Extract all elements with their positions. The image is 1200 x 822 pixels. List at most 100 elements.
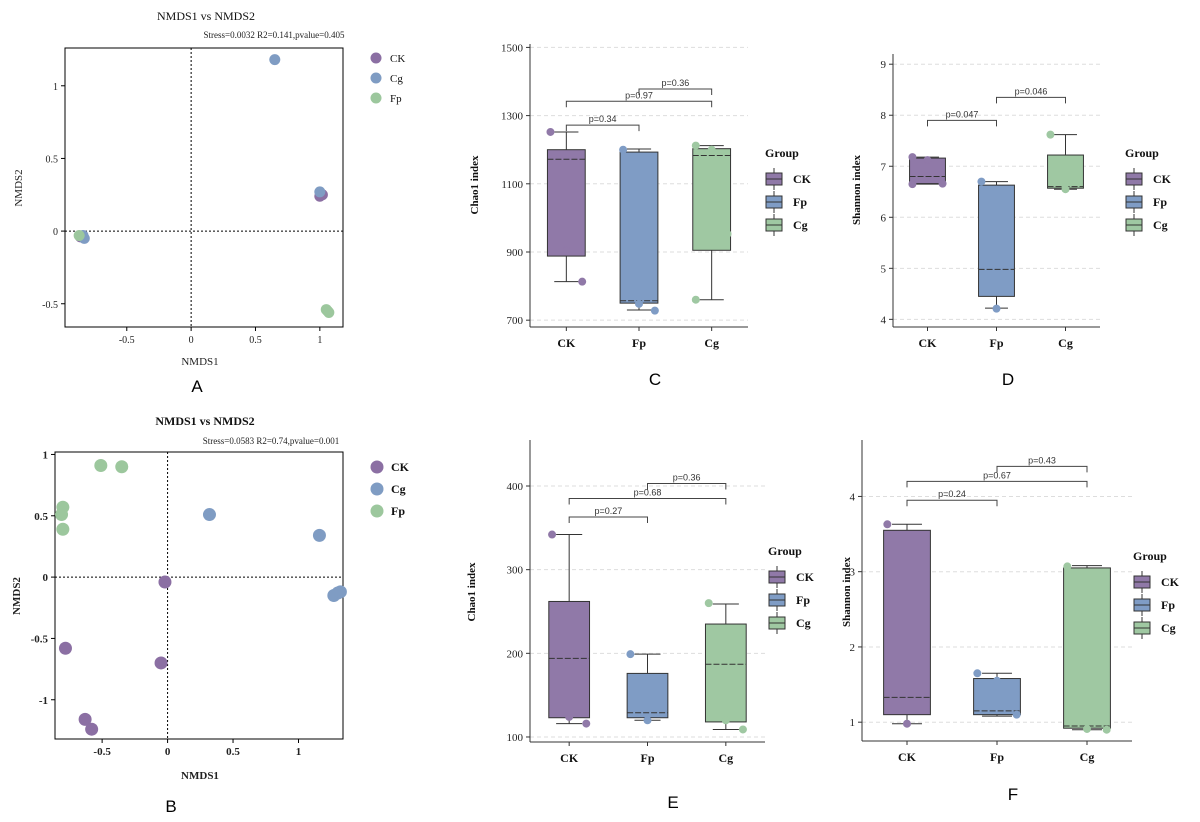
p-value-label-f: p=0.67 bbox=[983, 470, 1011, 480]
x-tick-label-ck-c: CK bbox=[557, 336, 576, 350]
legend-label-cg-c: Cg bbox=[793, 218, 808, 232]
data-point bbox=[992, 304, 1001, 313]
data-point bbox=[903, 719, 911, 728]
y-tick-label-a: 0 bbox=[53, 227, 58, 238]
x-axis-label-b: NMDS1 bbox=[181, 770, 219, 782]
y-tick-label-a: 0.5 bbox=[46, 154, 59, 165]
p-value-label-e: p=0.27 bbox=[594, 506, 622, 516]
p-value-label-f: p=0.43 bbox=[1028, 455, 1056, 465]
significance-bracket-e bbox=[647, 483, 727, 490]
data-point bbox=[908, 153, 917, 162]
y-tick-label-c: 1300 bbox=[501, 111, 524, 123]
legend-marker-ck-b bbox=[370, 460, 384, 474]
y-axis-label-a: NMDS2 bbox=[13, 169, 25, 206]
data-point bbox=[643, 716, 652, 725]
box-body bbox=[1063, 567, 1111, 729]
x-tick-label-b: -0.5 bbox=[93, 746, 111, 758]
point-ck-b bbox=[158, 575, 172, 589]
x-tick-label-a: 0.5 bbox=[249, 335, 262, 346]
p-value-label-e: p=0.68 bbox=[634, 488, 662, 498]
data-point bbox=[973, 669, 982, 678]
y-tick-label-c: 900 bbox=[507, 247, 524, 259]
box-ck-d bbox=[908, 153, 947, 189]
data-point bbox=[635, 299, 643, 308]
y-tick-label-b: 0 bbox=[43, 572, 49, 584]
box-fp-c bbox=[619, 145, 659, 315]
data-point bbox=[1046, 130, 1055, 139]
point-fp-a bbox=[323, 306, 335, 318]
chart-title-a: NMDS1 vs NMDS2 bbox=[157, 9, 255, 23]
data-point bbox=[1012, 710, 1021, 719]
x-tick-label-fp-c: Fp bbox=[632, 336, 646, 350]
p-value-label-f: p=0.24 bbox=[938, 489, 966, 499]
x-tick-label-fp-f: Fp bbox=[990, 750, 1004, 764]
data-point bbox=[582, 719, 591, 728]
plot-frame-b bbox=[54, 451, 344, 740]
y-tick-label-d: 7 bbox=[881, 161, 887, 173]
x-tick-label-b: 1 bbox=[296, 746, 302, 758]
data-point bbox=[565, 712, 574, 721]
p-value-label-d: p=0.046 bbox=[1015, 86, 1048, 96]
y-axis-label-f: Shannon index bbox=[841, 556, 853, 627]
legend-label-fp-d: Fp bbox=[1153, 195, 1167, 209]
significance-bracket-d bbox=[927, 119, 997, 127]
legend-label-fp-a: Fp bbox=[390, 93, 402, 105]
y-tick-label-a: 1 bbox=[53, 82, 58, 93]
data-point bbox=[707, 145, 716, 154]
y-tick-label-b: -0.5 bbox=[31, 633, 49, 645]
panel-label-d: D bbox=[1002, 370, 1014, 389]
panel-label-e: E bbox=[667, 793, 678, 812]
box-ck-f bbox=[883, 520, 931, 728]
legend-marker-fp-b bbox=[370, 504, 384, 518]
y-axis-label-b: NMDS2 bbox=[11, 577, 23, 615]
data-point bbox=[977, 177, 986, 186]
point-fp-a bbox=[73, 229, 85, 241]
x-tick-label-cg-d: Cg bbox=[1058, 336, 1073, 350]
legend-label-cg-b: Cg bbox=[391, 482, 406, 496]
legend-label-ck-a: CK bbox=[390, 53, 405, 65]
box-body bbox=[1047, 154, 1084, 189]
x-tick-label-fp-e: Fp bbox=[640, 751, 654, 765]
data-point bbox=[546, 127, 555, 136]
x-tick-label-ck-d: CK bbox=[919, 336, 938, 350]
legend-label-fp-c: Fp bbox=[793, 195, 807, 209]
legend-marker-cg-b bbox=[370, 482, 384, 496]
legend-label-fp-e: Fp bbox=[796, 593, 810, 607]
y-tick-label-e: 300 bbox=[507, 565, 524, 577]
significance-bracket-c bbox=[638, 88, 713, 96]
data-point bbox=[723, 229, 732, 238]
p-value-label-e: p=0.36 bbox=[673, 473, 701, 483]
legend-label-ck-c: CK bbox=[793, 172, 812, 186]
point-ck-b bbox=[85, 722, 99, 736]
data-point bbox=[704, 599, 713, 608]
box-cg-c bbox=[691, 141, 732, 304]
x-tick-label-cg-c: Cg bbox=[704, 336, 719, 350]
box-body bbox=[978, 184, 1015, 297]
y-tick-label-d: 4 bbox=[881, 314, 887, 326]
data-point bbox=[883, 520, 892, 529]
panel-label-b: B bbox=[165, 797, 176, 816]
point-cg-b bbox=[333, 585, 347, 599]
legend-label-fp-b: Fp bbox=[391, 504, 405, 518]
y-tick-label-c: 1500 bbox=[501, 42, 524, 54]
x-tick-label-ck-f: CK bbox=[898, 750, 917, 764]
y-tick-label-b: 0.5 bbox=[34, 511, 48, 523]
data-point bbox=[938, 179, 947, 188]
legend-title-c: Group bbox=[765, 146, 799, 160]
x-tick-label-fp-d: Fp bbox=[989, 336, 1003, 350]
legend-label-cg-f: Cg bbox=[1161, 621, 1176, 635]
data-point bbox=[1061, 185, 1070, 194]
x-tick-label-b: 0 bbox=[165, 746, 171, 758]
panel-label-f: F bbox=[1008, 785, 1018, 804]
data-point bbox=[1063, 562, 1072, 571]
legend-marker-cg-a bbox=[370, 72, 382, 84]
x-tick-label-ck-e: CK bbox=[560, 751, 579, 765]
y-tick-label-d: 9 bbox=[881, 59, 887, 71]
data-point bbox=[578, 277, 587, 286]
chart-subtitle-b: Stress=0.0583 R2=0.74,pvalue=0.001 bbox=[203, 436, 339, 446]
box-cg-d bbox=[1046, 130, 1084, 194]
y-tick-label-c: 1100 bbox=[501, 179, 523, 191]
legend-label-ck-e: CK bbox=[796, 570, 815, 584]
point-cg-b bbox=[312, 528, 326, 542]
